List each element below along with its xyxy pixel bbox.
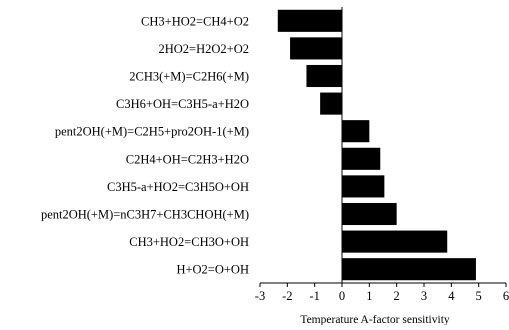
x-tick-label-4: 1 <box>366 289 372 303</box>
bar-4 <box>342 120 370 143</box>
bar-2 <box>306 64 342 88</box>
x-tick-label-9: 6 <box>503 289 509 303</box>
bar-9 <box>342 258 476 281</box>
category-label-2: 2CH3(+M)=C2H6(+M) <box>129 70 249 84</box>
x-tick-label-8: 5 <box>476 289 482 303</box>
category-label-7: pent2OH(+M)=nC3H7+CH3CHOH(+M) <box>41 208 249 222</box>
x-tick-label-1: -2 <box>282 289 292 303</box>
category-label-0: CH3+HO2=CH4+O2 <box>141 14 249 28</box>
x-tick-label-3: 0 <box>339 289 345 303</box>
bars-layer <box>277 9 476 281</box>
category-label-6: C3H5-a+HO2=C3H5O+OH <box>107 180 249 194</box>
category-label-9: H+O2=O+OH <box>176 263 249 277</box>
bar-1 <box>290 37 342 60</box>
bar-0 <box>277 9 342 32</box>
category-labels-layer: CH3+HO2=CH4+O2 2HO2=H2O2+O2 2CH3(+M)=C2H6(… <box>41 14 249 276</box>
x-tick-label-7: 4 <box>448 289 455 303</box>
category-label-4: pent2OH(+M)=C2H5+pro2OH-1(+M) <box>55 125 249 139</box>
x-tick-label-6: 3 <box>421 289 427 303</box>
x-axis-title: Temperature A-factor sensitivity <box>300 314 450 325</box>
x-tick-label-5: 2 <box>394 289 400 303</box>
bar-3 <box>320 92 342 115</box>
bar-6 <box>342 175 385 198</box>
x-axis: -3 -2 -1 0 1 2 3 4 5 6 <box>255 7 509 303</box>
bar-5 <box>342 147 381 170</box>
x-tick-label-2: -1 <box>309 289 319 303</box>
category-label-1: 2HO2=H2O2+O2 <box>159 42 250 56</box>
category-label-8: CH3+HO2=CH3O+OH <box>129 235 249 249</box>
x-tick-label-0: -3 <box>255 289 265 303</box>
bar-8 <box>342 230 448 253</box>
category-label-3: C3H6+OH=C3H5-a+H2O <box>116 97 249 111</box>
bar-7 <box>342 202 397 226</box>
category-label-5: C2H4+OH=C2H3+H2O <box>126 152 249 166</box>
